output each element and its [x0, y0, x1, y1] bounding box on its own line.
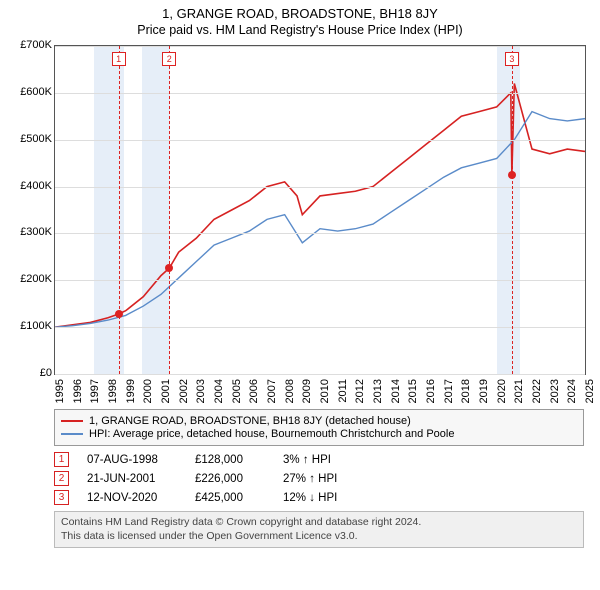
- marker-vline: [119, 46, 120, 374]
- marker-label: 1: [112, 52, 126, 66]
- gridline: [55, 327, 585, 328]
- chart-container: 1, GRANGE ROAD, BROADSTONE, BH18 8JY Pri…: [0, 0, 600, 590]
- y-tick-label: £500K: [20, 133, 52, 145]
- x-axis: 1995 1996 1997 1998 1999 2000 2001 2002 2003 2004…: [54, 377, 586, 407]
- x-tick-label: 1997: [89, 379, 101, 403]
- series-hpi: [55, 112, 585, 328]
- x-tick-label: 1999: [125, 379, 137, 403]
- x-tick-label: 2019: [478, 379, 490, 403]
- plot-area: 1 2 3: [54, 45, 586, 375]
- y-tick-label: £100K: [20, 320, 52, 332]
- marker-dot: [165, 264, 173, 272]
- x-tick-label: 2016: [425, 379, 437, 403]
- gridline: [55, 374, 585, 375]
- x-tick-label: 2007: [266, 379, 278, 403]
- legend-label: HPI: Average price, detached house, Bour…: [89, 428, 454, 440]
- legend-swatch: [61, 433, 83, 435]
- gridline: [55, 280, 585, 281]
- y-axis: £0£100K£200K£300K£400K£500K£600K£700K: [8, 45, 54, 375]
- event-date: 12-NOV-2020: [87, 492, 177, 504]
- y-tick-label: £600K: [20, 86, 52, 98]
- chart-area: £0£100K£200K£300K£400K£500K£600K£700K 12…: [8, 45, 592, 405]
- x-tick-label: 2005: [231, 379, 243, 403]
- gridline: [55, 233, 585, 234]
- license-line: Contains HM Land Registry data © Crown c…: [61, 516, 577, 530]
- gridline: [55, 140, 585, 141]
- marker-label: 3: [505, 52, 519, 66]
- gridline: [55, 187, 585, 188]
- event-price: £226,000: [195, 473, 265, 485]
- series-property: [55, 83, 585, 327]
- y-tick-label: £700K: [20, 39, 52, 51]
- x-tick-label: 1996: [72, 379, 84, 403]
- x-tick-label: 2008: [284, 379, 296, 403]
- gridline: [55, 46, 585, 47]
- x-tick-label: 2022: [531, 379, 543, 403]
- event-delta: 12% ↓ HPI: [283, 492, 337, 504]
- x-tick-label: 2013: [372, 379, 384, 403]
- y-tick-label: £400K: [20, 180, 52, 192]
- x-tick-label: 2015: [407, 379, 419, 403]
- event-price: £425,000: [195, 492, 265, 504]
- event-row: 1 07-AUG-1998 £128,000 3% ↑ HPI: [54, 452, 584, 467]
- chart-title: 1, GRANGE ROAD, BROADSTONE, BH18 8JY: [8, 6, 592, 21]
- y-tick-label: £300K: [20, 226, 52, 238]
- event-list: 1 07-AUG-1998 £128,000 3% ↑ HPI 2 21-JUN-2001…: [54, 452, 584, 505]
- x-tick-label: 2018: [460, 379, 472, 403]
- x-tick-label: 2012: [354, 379, 366, 403]
- license-box: Contains HM Land Registry data © Crown c…: [54, 511, 584, 548]
- x-tick-label: 2014: [390, 379, 402, 403]
- event-marker-box: 2: [54, 471, 69, 486]
- legend: 1, GRANGE ROAD, BROADSTONE, BH18 8JY (de…: [54, 409, 584, 446]
- marker-vline: [512, 46, 513, 374]
- event-row: 3 12-NOV-2020 £425,000 12% ↓ HPI: [54, 490, 584, 505]
- marker-dot: [115, 310, 123, 318]
- x-tick-label: 2003: [195, 379, 207, 403]
- x-tick-label: 2004: [213, 379, 225, 403]
- marker-vline: [169, 46, 170, 374]
- event-price: £128,000: [195, 454, 265, 466]
- legend-swatch: [61, 420, 83, 422]
- x-tick-label: 2009: [301, 379, 313, 403]
- x-tick-label: 2010: [319, 379, 331, 403]
- x-tick-label: 2025: [584, 379, 596, 403]
- chart-svg: [55, 46, 585, 374]
- marker-dot: [508, 171, 516, 179]
- legend-row: HPI: Average price, detached house, Bour…: [61, 428, 577, 440]
- event-delta: 27% ↑ HPI: [283, 473, 337, 485]
- x-tick-label: 2020: [496, 379, 508, 403]
- event-date: 21-JUN-2001: [87, 473, 177, 485]
- gridline: [55, 93, 585, 94]
- x-tick-label: 1998: [107, 379, 119, 403]
- event-marker-box: 1: [54, 452, 69, 467]
- x-tick-label: 2006: [248, 379, 260, 403]
- x-tick-label: 2017: [443, 379, 455, 403]
- x-tick-label: 1995: [54, 379, 66, 403]
- x-tick-label: 2023: [549, 379, 561, 403]
- x-tick-label: 2024: [566, 379, 578, 403]
- event-row: 2 21-JUN-2001 £226,000 27% ↑ HPI: [54, 471, 584, 486]
- license-line: This data is licensed under the Open Gov…: [61, 530, 577, 544]
- legend-label: 1, GRANGE ROAD, BROADSTONE, BH18 8JY (de…: [89, 415, 411, 427]
- chart-subtitle: Price paid vs. HM Land Registry's House …: [8, 23, 592, 37]
- event-date: 07-AUG-1998: [87, 454, 177, 466]
- y-tick-label: £200K: [20, 273, 52, 285]
- x-tick-label: 2001: [160, 379, 172, 403]
- marker-label: 2: [162, 52, 176, 66]
- y-tick-label: £0: [40, 367, 52, 379]
- x-tick-label: 2021: [513, 379, 525, 403]
- event-delta: 3% ↑ HPI: [283, 454, 331, 466]
- x-tick-label: 2000: [142, 379, 154, 403]
- x-tick-label: 2002: [178, 379, 190, 403]
- legend-row: 1, GRANGE ROAD, BROADSTONE, BH18 8JY (de…: [61, 415, 577, 427]
- event-marker-box: 3: [54, 490, 69, 505]
- x-tick-label: 2011: [337, 379, 349, 403]
